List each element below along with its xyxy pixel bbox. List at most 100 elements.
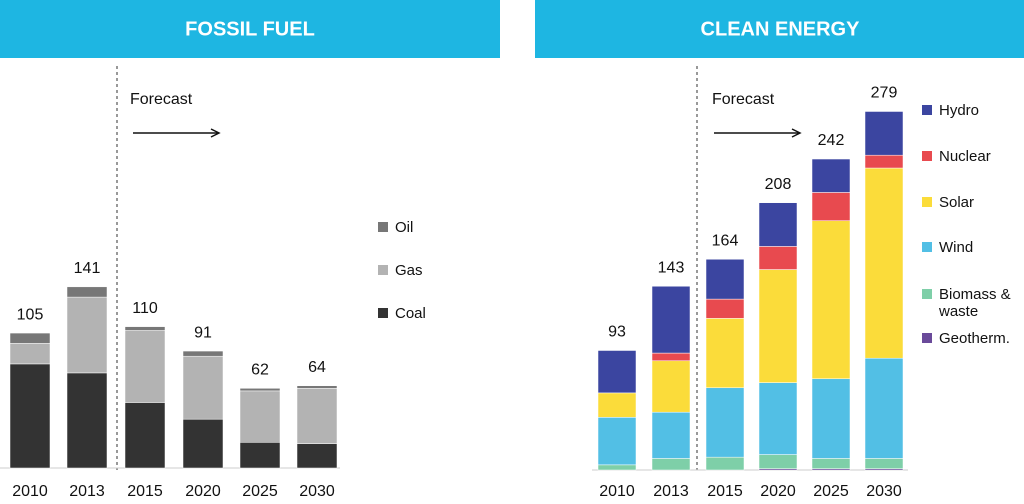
- total-label: 93: [608, 324, 626, 341]
- bar-segment: [758, 454, 798, 469]
- bar-segment: [239, 442, 281, 469]
- legend-label: Gas: [395, 262, 423, 279]
- total-label: 208: [765, 176, 792, 193]
- legend-swatch: [922, 242, 932, 252]
- bar-segment: [124, 326, 166, 331]
- bar-segment: [705, 318, 745, 389]
- annotation: Forecast: [130, 91, 193, 108]
- bar-segment: [651, 352, 691, 362]
- total-label: 64: [308, 359, 326, 376]
- bar-segment: [758, 382, 798, 455]
- x-tick-label: 2020: [185, 483, 221, 500]
- bar-segment: [296, 385, 338, 389]
- bar-segment: [66, 286, 108, 298]
- legend-label: Nuclear: [939, 148, 991, 165]
- x-tick-label: 2013: [653, 483, 689, 500]
- bar-segment: [651, 360, 691, 413]
- bar-segment: [597, 417, 637, 466]
- legend-label: Hydro: [939, 102, 980, 119]
- bar-segment: [239, 390, 281, 443]
- bar-segment: [182, 350, 224, 357]
- legend-item: Geotherm.: [922, 330, 1024, 347]
- bar-segment: [239, 388, 281, 392]
- legend-item: Hydro: [922, 102, 1024, 119]
- panel-title: FOSSIL FUEL: [185, 18, 315, 40]
- legend-label: Geotherm.: [939, 330, 1010, 347]
- panel-title: CLEAN ENERGY: [701, 18, 861, 40]
- bar-segment: [66, 372, 108, 469]
- x-tick-label: 2030: [299, 483, 335, 500]
- bar-segment: [705, 387, 745, 458]
- legend-item: Solar: [922, 194, 1024, 211]
- bar-segment: [651, 411, 691, 459]
- legend-swatch: [922, 151, 932, 161]
- x-tick-label: 2010: [12, 483, 48, 500]
- bar-segment: [864, 167, 904, 359]
- total-label: 164: [712, 232, 739, 249]
- bar-segment: [705, 298, 745, 319]
- bar-segment: [296, 443, 338, 469]
- bar-segment: [811, 378, 851, 459]
- bar-segment: [811, 458, 851, 469]
- bar-segment: [758, 269, 798, 383]
- header-bar: [535, 0, 1024, 58]
- x-tick-label: 2015: [127, 483, 163, 500]
- total-label: 110: [132, 300, 158, 317]
- legend-item: Coal: [378, 305, 480, 322]
- legend-label: Coal: [395, 305, 426, 322]
- bar-segment: [597, 464, 637, 471]
- x-tick-label: 2025: [242, 483, 278, 500]
- bar-segment: [124, 330, 166, 403]
- header-bar: [0, 0, 500, 58]
- x-tick-label: 2013: [69, 483, 105, 500]
- bar-segment: [811, 192, 851, 221]
- bar-segment: [124, 402, 166, 469]
- x-tick-label: 2025: [813, 483, 849, 500]
- forecast-arrow: [791, 128, 802, 138]
- bar-segment: [597, 350, 637, 394]
- bar-segment: [597, 392, 637, 418]
- annotation: Forecast: [712, 91, 775, 108]
- legend-item: Biomass & waste: [922, 286, 1024, 320]
- legend-swatch: [922, 105, 932, 115]
- bar-segment: [864, 458, 904, 469]
- legend-swatch: [378, 222, 388, 232]
- bar-segment: [182, 355, 224, 420]
- legend-swatch: [922, 289, 932, 299]
- x-tick-label: 2010: [599, 483, 635, 500]
- legend-item: Gas: [378, 262, 480, 279]
- legend-label: Oil: [395, 219, 414, 236]
- total-label: 62: [251, 362, 269, 379]
- bar-segment: [705, 259, 745, 300]
- bar-segment: [651, 285, 691, 354]
- total-label: 141: [74, 260, 101, 277]
- x-tick-label: 2020: [760, 483, 796, 500]
- legend-swatch: [922, 333, 932, 343]
- legend-label: Biomass & waste: [939, 286, 1011, 320]
- legend-label: Wind: [939, 239, 974, 256]
- total-label: 242: [818, 132, 845, 149]
- bar-segment: [651, 458, 691, 471]
- bar-segment: [811, 158, 851, 193]
- bar-segment: [66, 296, 108, 374]
- bar-segment: [864, 154, 904, 169]
- x-tick-label: 2015: [707, 483, 743, 500]
- bar-segment: [9, 332, 51, 344]
- legend-item: Oil: [378, 219, 480, 236]
- bar-segment: [182, 418, 224, 469]
- bar-segment: [9, 343, 51, 365]
- total-label: 279: [871, 85, 898, 102]
- total-label: 91: [194, 324, 212, 341]
- bar-segment: [864, 111, 904, 156]
- bar-segment: [758, 246, 798, 270]
- bar-segment: [9, 363, 51, 469]
- x-tick-label: 2030: [866, 483, 902, 500]
- bar-segment: [864, 357, 904, 459]
- forecast-arrow: [210, 128, 221, 138]
- legend-item: Wind: [922, 239, 1024, 256]
- bar-segment: [811, 220, 851, 380]
- bar-segment: [758, 202, 798, 247]
- bar-segment: [705, 456, 745, 471]
